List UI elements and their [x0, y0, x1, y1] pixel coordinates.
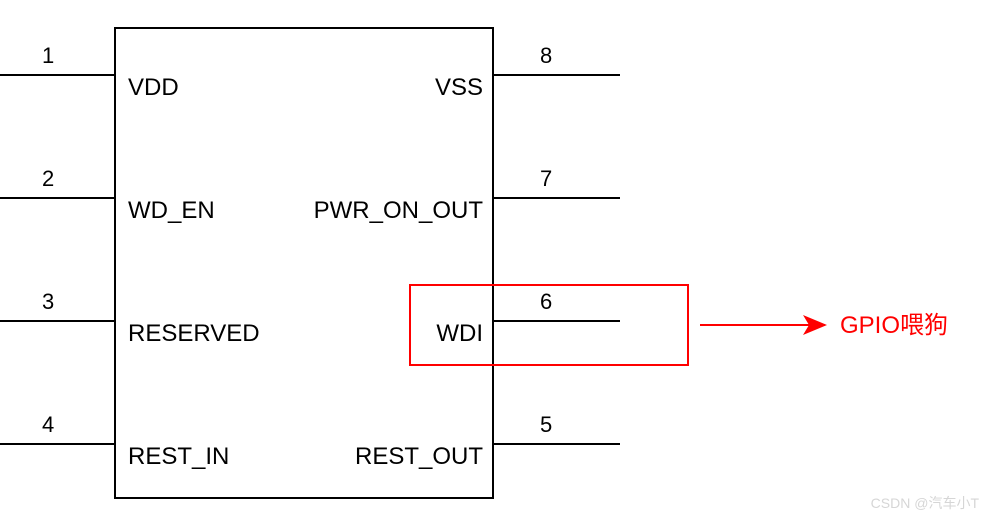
- pin-label-REST_IN: REST_IN: [128, 443, 229, 470]
- pin-label-VDD: VDD: [128, 74, 179, 101]
- pin-number-8: 8: [540, 43, 552, 68]
- pin-label-PWR_ON_OUT: PWR_ON_OUT: [314, 197, 484, 224]
- watermark-text: CSDN @汽车小T: [871, 493, 979, 513]
- pin-label-REST_OUT: REST_OUT: [355, 443, 483, 470]
- pin-label-WDI: WDI: [436, 320, 483, 347]
- pin-number-7: 7: [540, 166, 552, 191]
- pin-label-RESERVED: RESERVED: [128, 320, 260, 347]
- pin-label-VSS: VSS: [435, 74, 483, 101]
- pin-number-3: 3: [42, 289, 54, 314]
- pin-number-1: 1: [42, 43, 54, 68]
- annotation-label: GPIO喂狗: [840, 312, 948, 339]
- pin-number-4: 4: [42, 412, 54, 437]
- pin-number-6: 6: [540, 289, 552, 314]
- pin-number-5: 5: [540, 412, 552, 437]
- pin-label-WD_EN: WD_EN: [128, 197, 215, 224]
- pin-number-2: 2: [42, 166, 54, 191]
